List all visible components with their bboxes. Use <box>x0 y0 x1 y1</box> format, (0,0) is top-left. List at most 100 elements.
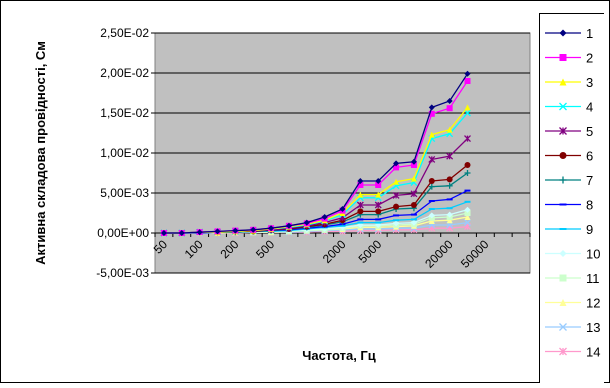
point-marker <box>410 190 418 198</box>
point-marker <box>160 230 167 236</box>
point-marker <box>428 212 435 219</box>
legend-item: 4 <box>545 100 593 115</box>
point-marker <box>464 162 471 168</box>
legend-label: 12 <box>586 296 600 311</box>
point-marker <box>196 229 203 236</box>
legend-label: 4 <box>586 100 593 115</box>
point-marker <box>446 152 454 160</box>
legend-label: 2 <box>586 51 593 66</box>
series-1 <box>160 70 471 236</box>
point-marker <box>285 222 292 229</box>
point-marker <box>428 178 435 184</box>
point-marker <box>321 214 328 220</box>
legend-item: 2 <box>545 51 593 66</box>
point-marker <box>559 274 567 282</box>
point-marker <box>464 219 471 227</box>
point-marker <box>410 158 417 165</box>
point-marker <box>393 220 400 227</box>
point-marker <box>428 110 435 117</box>
point-marker <box>464 206 471 213</box>
point-marker <box>559 78 567 86</box>
point-marker <box>428 155 436 163</box>
point-marker <box>357 178 364 184</box>
y-tick-label: 5,00E-03 <box>100 186 149 200</box>
legend-item: 5 <box>545 124 593 139</box>
point-marker <box>357 208 364 215</box>
y-tick-label: -5,00E-03 <box>96 266 149 280</box>
legend-box <box>539 13 604 383</box>
point-marker <box>410 202 417 208</box>
y-tick-label: 2,00E-02 <box>100 66 149 80</box>
legend-label: 3 <box>586 75 593 90</box>
point-marker <box>392 191 400 199</box>
point-marker <box>446 211 453 218</box>
legend-item: 8 <box>545 198 593 213</box>
y-tick-label: 0,00E+00 <box>97 226 149 240</box>
legend-label: 9 <box>586 222 593 237</box>
y-tick-label: 2,50E-02 <box>100 26 149 40</box>
point-marker <box>559 250 567 257</box>
point-marker <box>464 109 471 117</box>
point-marker <box>410 162 417 168</box>
point-marker <box>446 182 453 189</box>
legend-item: 6 <box>545 149 593 164</box>
point-marker <box>357 182 364 188</box>
point-marker <box>559 127 567 135</box>
point-marker <box>464 104 471 111</box>
point-marker <box>357 191 364 198</box>
legend-item: 12 <box>545 296 600 311</box>
legend-item: 13 <box>545 320 600 335</box>
point-marker <box>375 178 382 184</box>
y-tick-label: 1,50E-02 <box>100 106 149 120</box>
y-tick-label: 1,00E-02 <box>100 146 149 160</box>
point-marker <box>446 105 453 112</box>
legend-item: 10 <box>545 247 600 262</box>
point-marker <box>464 135 471 143</box>
point-marker <box>464 78 471 84</box>
point-marker <box>303 219 310 226</box>
point-marker <box>410 175 417 182</box>
point-marker <box>393 160 400 167</box>
point-marker <box>464 170 471 176</box>
series-line <box>163 73 469 234</box>
point-marker <box>428 104 435 111</box>
point-marker <box>410 219 417 226</box>
point-marker <box>375 191 382 198</box>
point-marker <box>178 230 185 236</box>
point-marker <box>559 176 567 184</box>
legend-label: 7 <box>586 173 593 188</box>
legend-label: 11 <box>586 271 600 286</box>
legend-item: 9 <box>545 222 593 237</box>
point-marker <box>374 201 382 209</box>
legend-item: 1 <box>545 26 593 41</box>
point-marker <box>559 323 567 331</box>
legend-item: 14 <box>545 345 600 360</box>
point-marker <box>428 131 435 138</box>
point-marker <box>232 227 239 234</box>
point-marker <box>428 218 435 224</box>
point-marker <box>464 70 471 77</box>
point-marker <box>339 206 346 212</box>
point-marker <box>446 217 453 224</box>
point-marker <box>250 226 257 233</box>
legend-label: 14 <box>586 345 600 360</box>
point-marker <box>559 102 567 111</box>
legend-label: 5 <box>586 124 593 139</box>
point-marker <box>446 176 453 183</box>
point-marker <box>446 126 453 133</box>
point-marker <box>375 208 382 215</box>
legend-label: 13 <box>586 320 600 335</box>
y-axis-label: Активна складова провідності, См <box>33 41 48 265</box>
point-marker <box>559 29 567 37</box>
point-marker <box>464 210 471 216</box>
point-marker <box>393 178 400 185</box>
point-marker <box>428 183 435 190</box>
point-marker <box>375 182 382 188</box>
point-marker <box>393 164 400 171</box>
legend-label: 10 <box>586 247 600 262</box>
legend-label: 8 <box>586 198 593 213</box>
point-marker <box>464 214 471 220</box>
